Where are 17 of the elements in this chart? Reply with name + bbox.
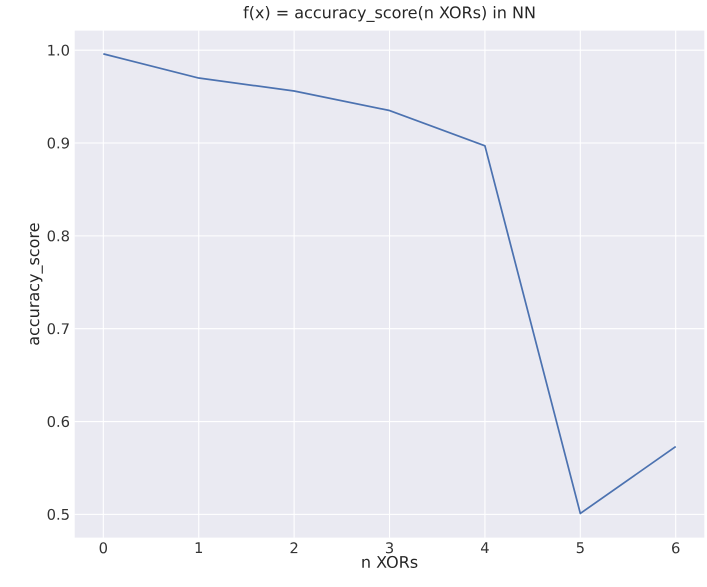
y-tick-label: 0.6 <box>48 416 70 428</box>
x-tick-label: 2 <box>290 542 298 554</box>
x-tick-label: 5 <box>576 542 584 554</box>
x-tick-label: 1 <box>196 542 202 554</box>
x-tick-label: 6 <box>672 542 680 554</box>
chart-title: f(x) = accuracy_score(n XORs) in NN <box>243 6 534 22</box>
x-axis-title: n XORs <box>362 556 418 568</box>
y-tick-label: 1.0 <box>48 44 70 56</box>
x-tick-label: 3 <box>386 542 394 554</box>
x-tick-label: 0 <box>100 542 108 554</box>
line-series <box>102 53 677 514</box>
y-tick-label: 0.9 <box>48 138 69 149</box>
y-axis-title: accuracy_score <box>30 223 43 345</box>
y-tick-label: 0.7 <box>48 323 69 334</box>
y-tick-label: 0.8 <box>48 230 69 242</box>
y-tick-label: 0.5 <box>48 508 69 520</box>
x-tick-label: 4 <box>480 542 489 554</box>
